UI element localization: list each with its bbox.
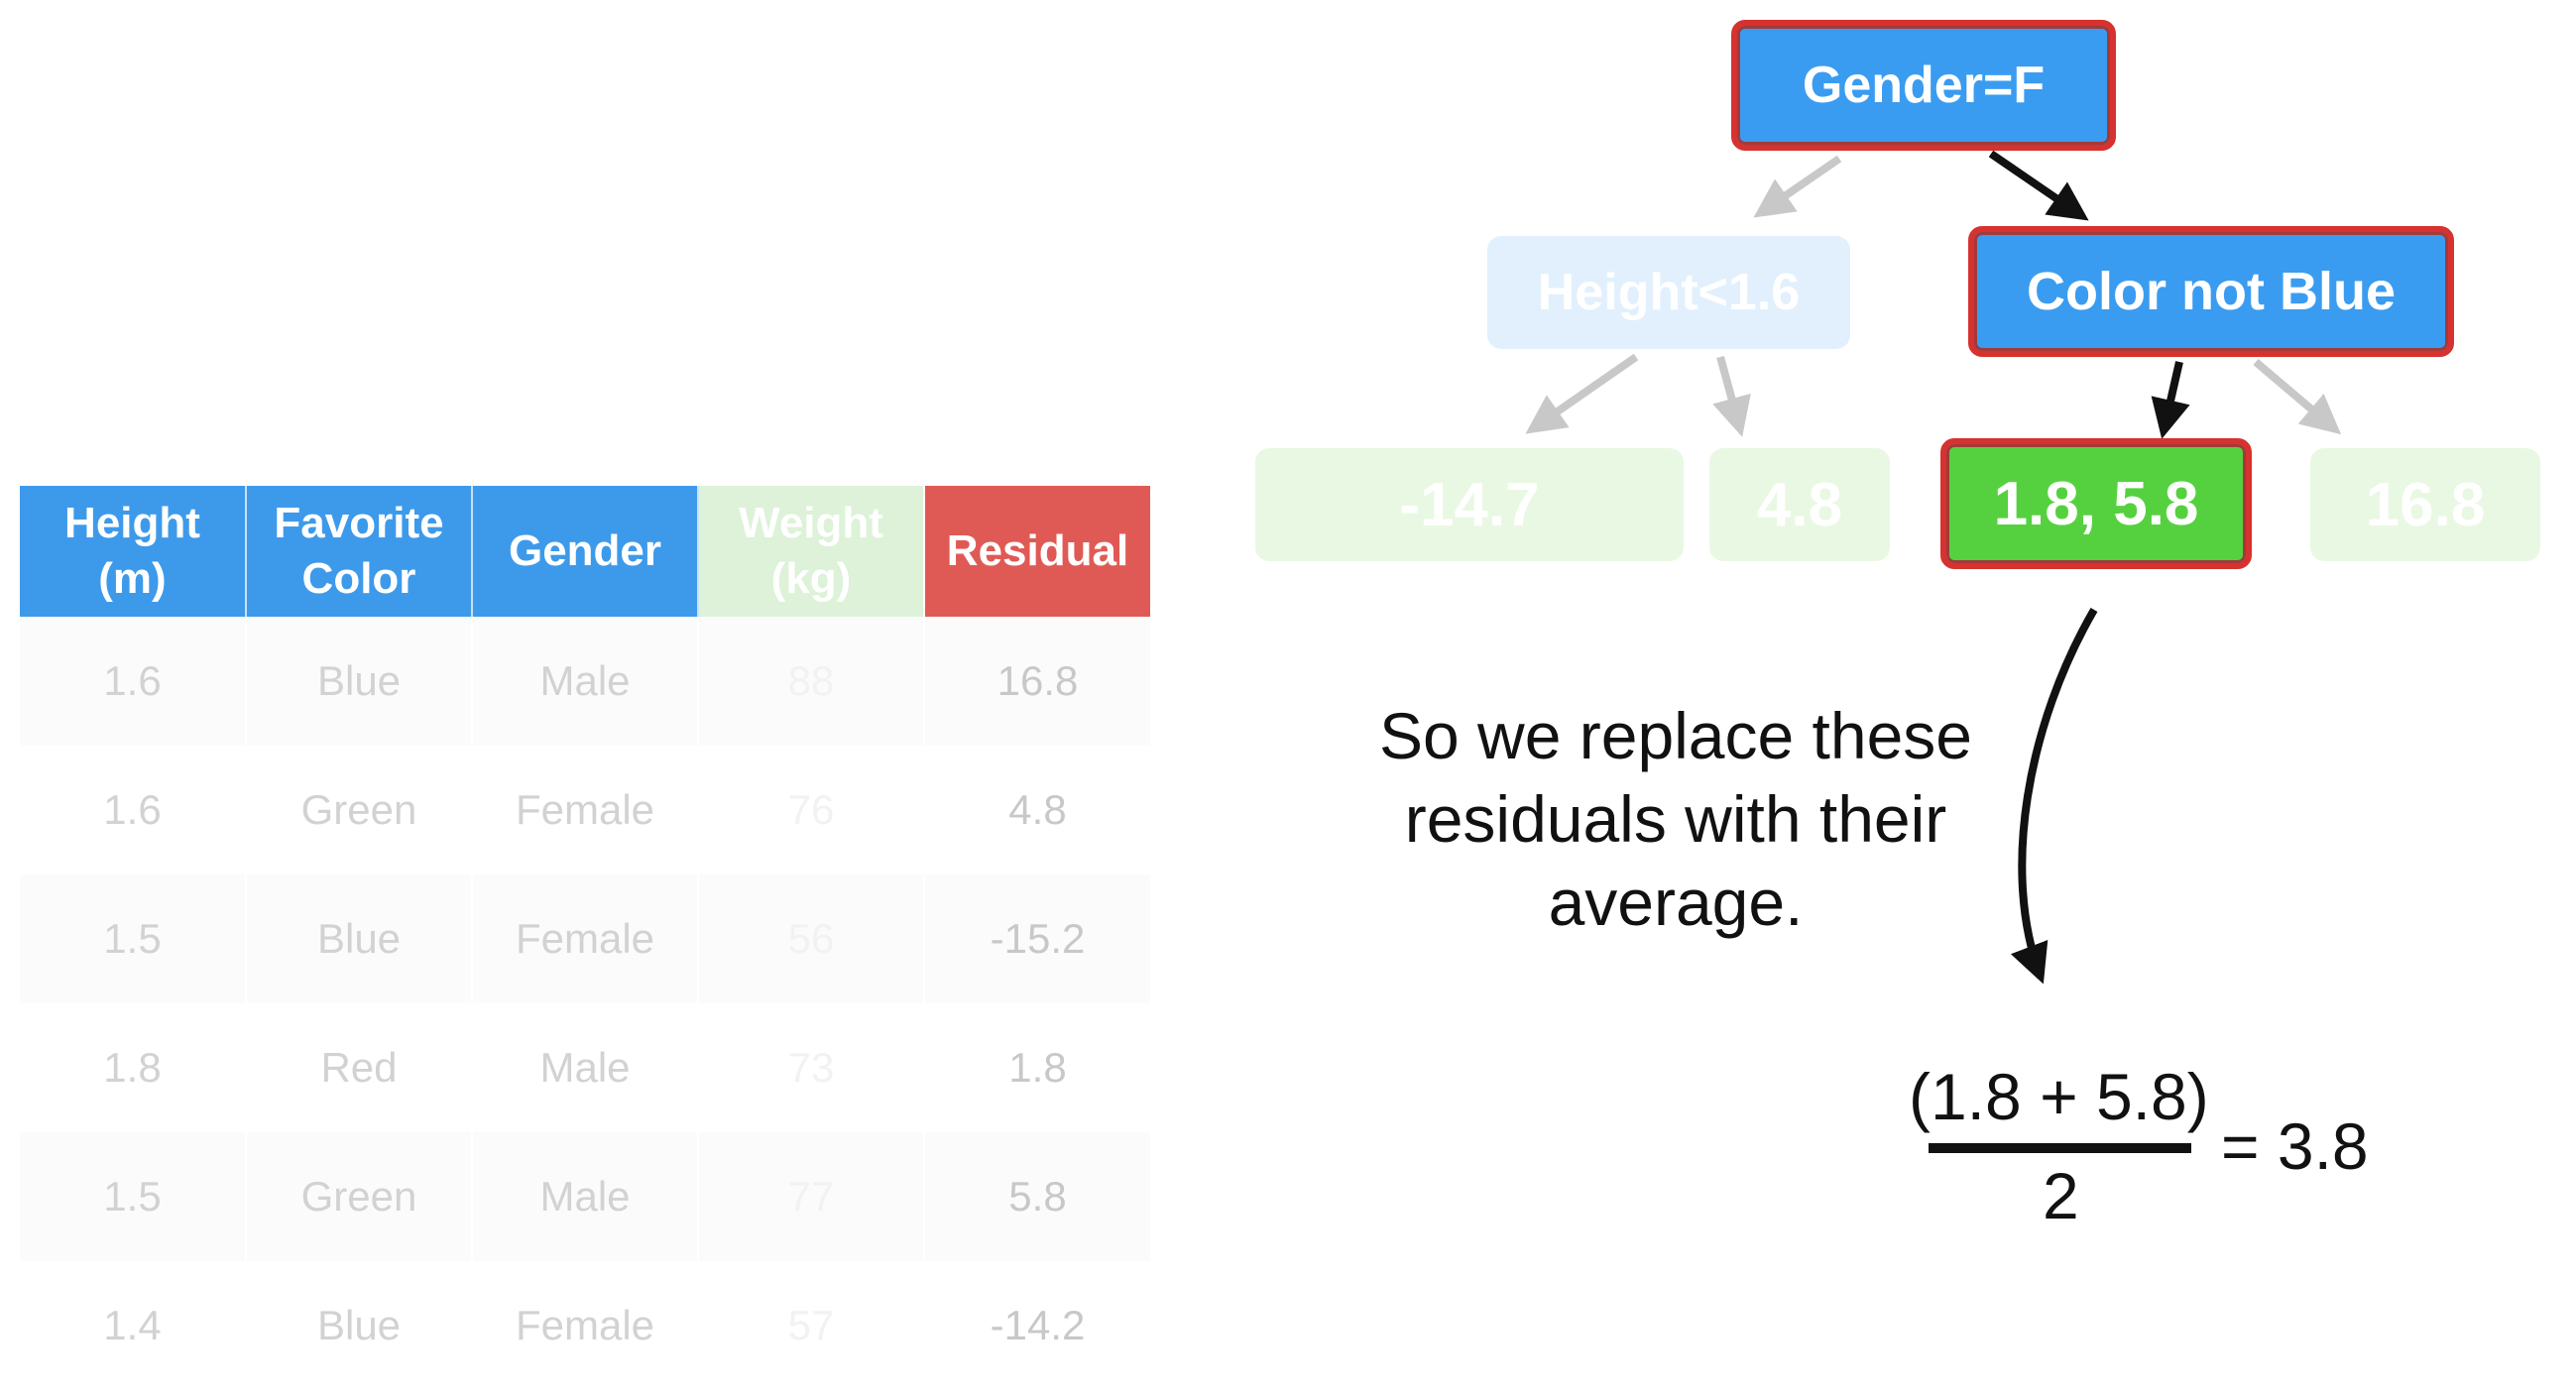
arrow-height-to-leaf2 [1712, 355, 1751, 437]
cell-height: 1.5 [20, 874, 247, 1003]
cell-color: Blue [246, 617, 473, 746]
arrow-color-to-leaf3 [2151, 361, 2190, 439]
color-node: Color not Blue [1968, 226, 2454, 357]
residual-table: Height (m) Favorite Color Gender Weight … [20, 486, 1150, 1390]
leaf-node-4: 16.8 [2310, 448, 2540, 561]
cell-residual: 1.8 [923, 1003, 1150, 1132]
cell-weight: 57 [698, 1261, 925, 1390]
cell-height: 1.6 [20, 746, 247, 874]
formula-result: = 3.8 [2221, 1109, 2369, 1183]
leaf-node-1: -14.7 [1255, 448, 1684, 561]
table-row: 1.8 Red Male 73 1.8 [20, 1003, 1150, 1132]
height-node: Height<1.6 [1487, 236, 1850, 349]
cell-gender: Female [472, 1261, 699, 1390]
table-row: 1.4 Blue Female 57 -14.2 [20, 1261, 1150, 1390]
cell-weight: 56 [698, 874, 925, 1003]
cell-gender: Female [472, 746, 699, 874]
leaf-node-3: 1.8, 5.8 [1940, 438, 2252, 569]
cell-color: Blue [246, 874, 473, 1003]
cell-color: Red [246, 1003, 473, 1132]
header-residual: Residual [924, 486, 1150, 617]
table-row: 1.6 Blue Male 88 16.8 [20, 617, 1150, 746]
formula-numerator: (1.8 + 5.8) [1909, 1060, 2209, 1133]
header-gender: Gender [472, 486, 699, 617]
cell-residual: 5.8 [923, 1132, 1150, 1261]
arrow-root-to-height [1753, 155, 1842, 218]
table-row: 1.5 Blue Female 56 -15.2 [20, 874, 1150, 1003]
cell-gender: Female [472, 874, 699, 1003]
caption-text: So we replace these residuals with their… [1378, 699, 1973, 939]
cell-gender: Male [472, 617, 699, 746]
cell-height: 1.5 [20, 1132, 247, 1261]
table-header-row: Height (m) Favorite Color Gender Weight … [20, 486, 1150, 617]
cell-color: Green [246, 1132, 473, 1261]
cell-weight: 76 [698, 746, 925, 874]
root-node: Gender=F [1731, 20, 2116, 151]
cell-residual: -14.2 [923, 1261, 1150, 1390]
leaf-node-2: 4.8 [1709, 448, 1890, 561]
arrow-height-to-leaf1 [1525, 353, 1639, 434]
cell-color: Green [246, 746, 473, 874]
cell-color: Blue [246, 1261, 473, 1390]
cell-height: 1.6 [20, 617, 247, 746]
cell-weight: 77 [698, 1132, 925, 1261]
table-row: 1.6 Green Female 76 4.8 [20, 746, 1150, 874]
cell-weight: 88 [698, 617, 925, 746]
cell-gender: Male [472, 1132, 699, 1261]
curved-arrow [2010, 607, 2098, 985]
cell-residual: 4.8 [923, 746, 1150, 874]
cell-weight: 73 [698, 1003, 925, 1132]
fraction-bar [1929, 1143, 2191, 1153]
arrow-root-to-color [1988, 150, 2089, 221]
arrow-color-to-leaf4 [2253, 358, 2342, 435]
formula-denominator: 2 [2043, 1159, 2079, 1232]
header-favorite-color: Favorite Color [246, 486, 473, 617]
cell-gender: Male [472, 1003, 699, 1132]
cell-residual: 16.8 [923, 617, 1150, 746]
table-row: 1.5 Green Male 77 5.8 [20, 1132, 1150, 1261]
header-weight: Weight (kg) [698, 486, 925, 617]
cell-residual: -15.2 [923, 874, 1150, 1003]
cell-height: 1.4 [20, 1261, 247, 1390]
cell-height: 1.8 [20, 1003, 247, 1132]
header-height: Height (m) [20, 486, 247, 617]
